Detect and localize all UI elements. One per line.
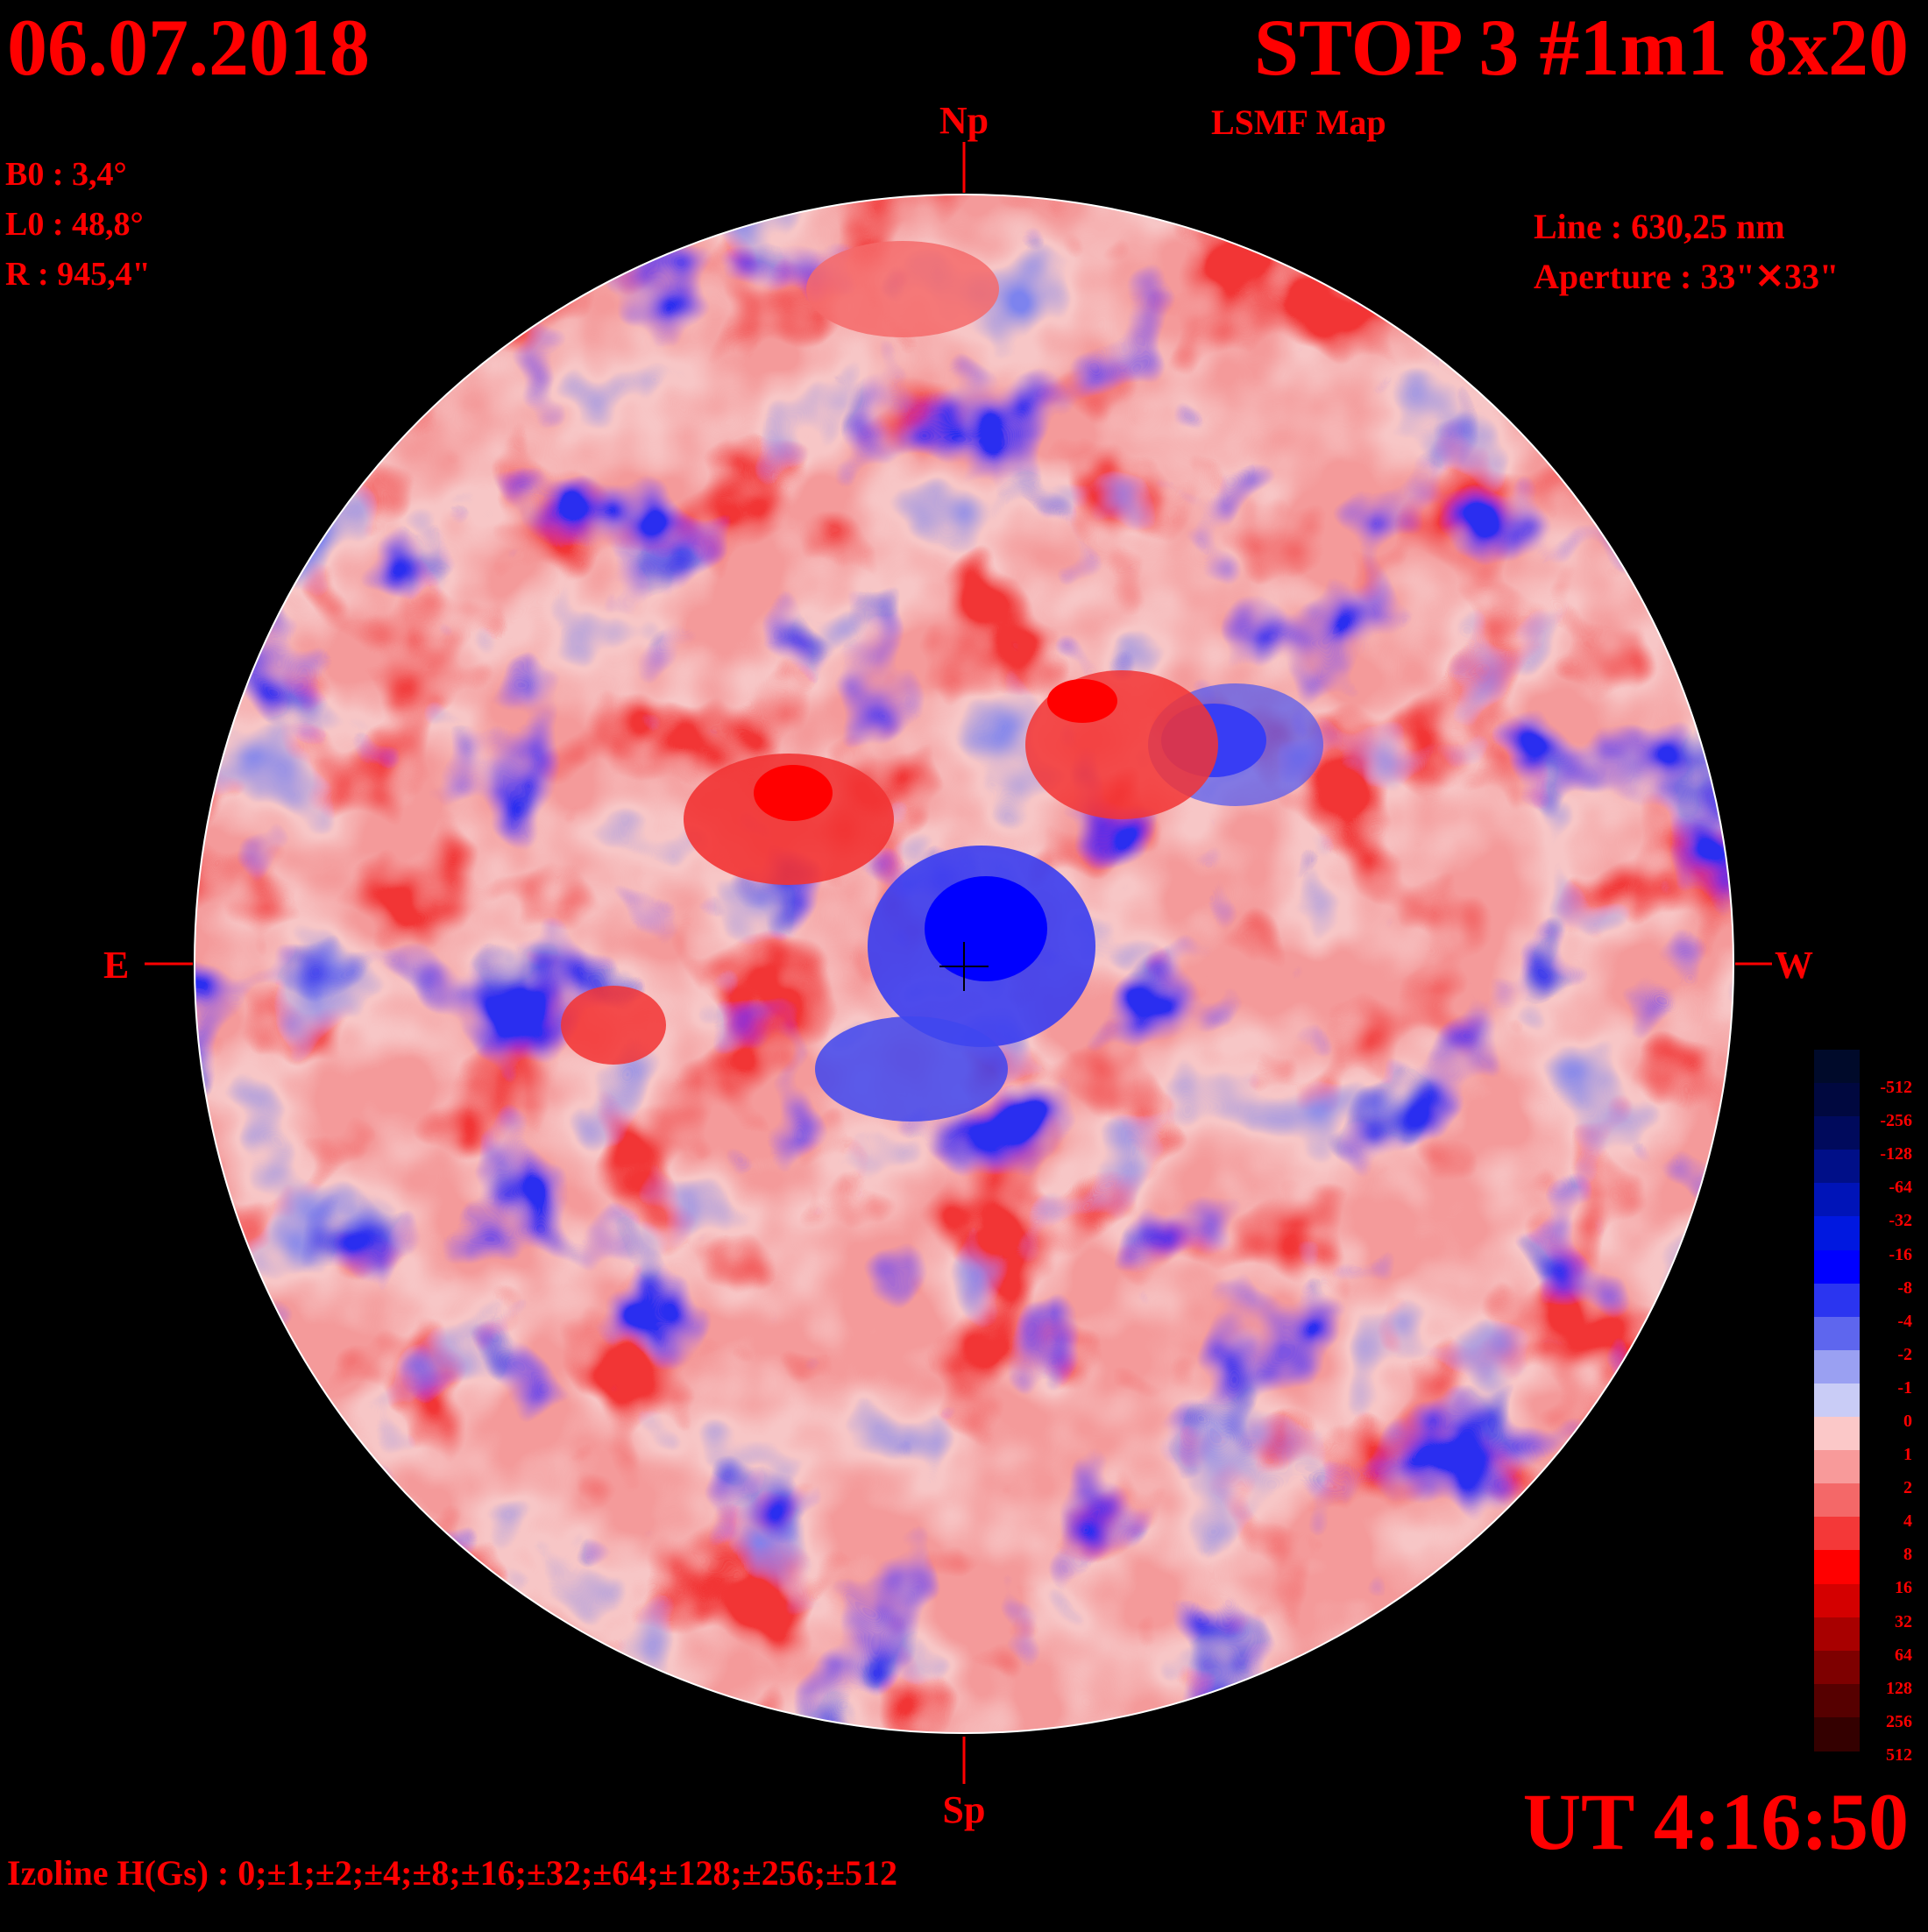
b0-parameter: B0 : 3,4°	[5, 156, 127, 193]
scale-swatch	[1814, 1417, 1860, 1452]
scale-swatch	[1814, 1383, 1860, 1419]
color-scale-bar	[1814, 1050, 1860, 1752]
disk-limb	[194, 194, 1734, 1734]
scale-swatch	[1814, 1216, 1860, 1251]
scale-tick-label: 128	[1886, 1678, 1912, 1698]
scale-tick-label: 8	[1903, 1545, 1912, 1565]
map-subtitle: LSMF Map	[1211, 103, 1386, 142]
scale-tick-label: 256	[1886, 1711, 1912, 1731]
scale-swatch	[1814, 1083, 1860, 1118]
scale-swatch	[1814, 1716, 1860, 1752]
date-label: 06.07.2018	[7, 3, 370, 92]
scale-swatch	[1814, 1050, 1860, 1085]
spectral-line-label: Line : 630,25 nm	[1534, 207, 1785, 246]
scale-tick-label: -256	[1880, 1111, 1912, 1131]
scale-swatch	[1814, 1116, 1860, 1151]
isoline-levels: Izoline H(Gs) : 0;±1;±2;±4;±8;±16;±32;±6…	[7, 1853, 898, 1893]
scale-swatch	[1814, 1683, 1860, 1718]
scale-swatch	[1814, 1483, 1860, 1518]
scale-tick-label: -64	[1889, 1178, 1912, 1198]
scale-tick-label: -128	[1880, 1144, 1912, 1164]
scale-tick-label: 512	[1886, 1744, 1912, 1765]
scale-swatch	[1814, 1517, 1860, 1552]
scale-swatch	[1814, 1617, 1860, 1652]
scale-tick-label: 0	[1903, 1412, 1912, 1431]
scale-swatch	[1814, 1450, 1860, 1485]
scale-tick-label: -16	[1889, 1244, 1912, 1264]
scale-tick-label: 4	[1903, 1511, 1912, 1532]
scale-tick-label: 16	[1895, 1578, 1912, 1598]
east-label: E	[103, 944, 130, 987]
ut-time: UT 4:16:50	[1522, 1777, 1909, 1866]
map-title: STOP 3 #1m1 8x20	[1253, 3, 1909, 92]
scale-swatch	[1814, 1316, 1860, 1351]
west-label: W	[1775, 944, 1813, 987]
scale-tick-label: -512	[1880, 1078, 1912, 1098]
south-pole-label: Sp	[942, 1788, 986, 1831]
scale-tick-label: 1	[1903, 1445, 1912, 1465]
radius-parameter: R : 945,4"	[5, 256, 151, 293]
scale-tick-label: -1	[1897, 1377, 1912, 1398]
north-pole-label: Np	[939, 99, 989, 142]
scale-tick-label: 2	[1903, 1478, 1912, 1498]
scale-swatch	[1814, 1650, 1860, 1685]
scale-swatch	[1814, 1249, 1860, 1284]
scale-swatch	[1814, 1183, 1860, 1218]
aperture-label: Aperture : 33"✕33"	[1534, 257, 1839, 296]
scale-swatch	[1814, 1583, 1860, 1618]
scale-tick-label: 32	[1895, 1611, 1912, 1631]
l0-parameter: L0 : 48,8°	[5, 206, 144, 243]
scale-tick-label: 64	[1895, 1645, 1912, 1665]
scale-tick-label: -8	[1897, 1277, 1912, 1298]
scale-swatch	[1814, 1283, 1860, 1318]
scale-tick-label: -32	[1889, 1211, 1912, 1231]
scale-tick-label: -2	[1897, 1344, 1912, 1364]
scale-swatch	[1814, 1349, 1860, 1384]
scale-tick-label: -4	[1897, 1311, 1912, 1331]
scale-swatch	[1814, 1150, 1860, 1185]
scale-swatch	[1814, 1550, 1860, 1585]
